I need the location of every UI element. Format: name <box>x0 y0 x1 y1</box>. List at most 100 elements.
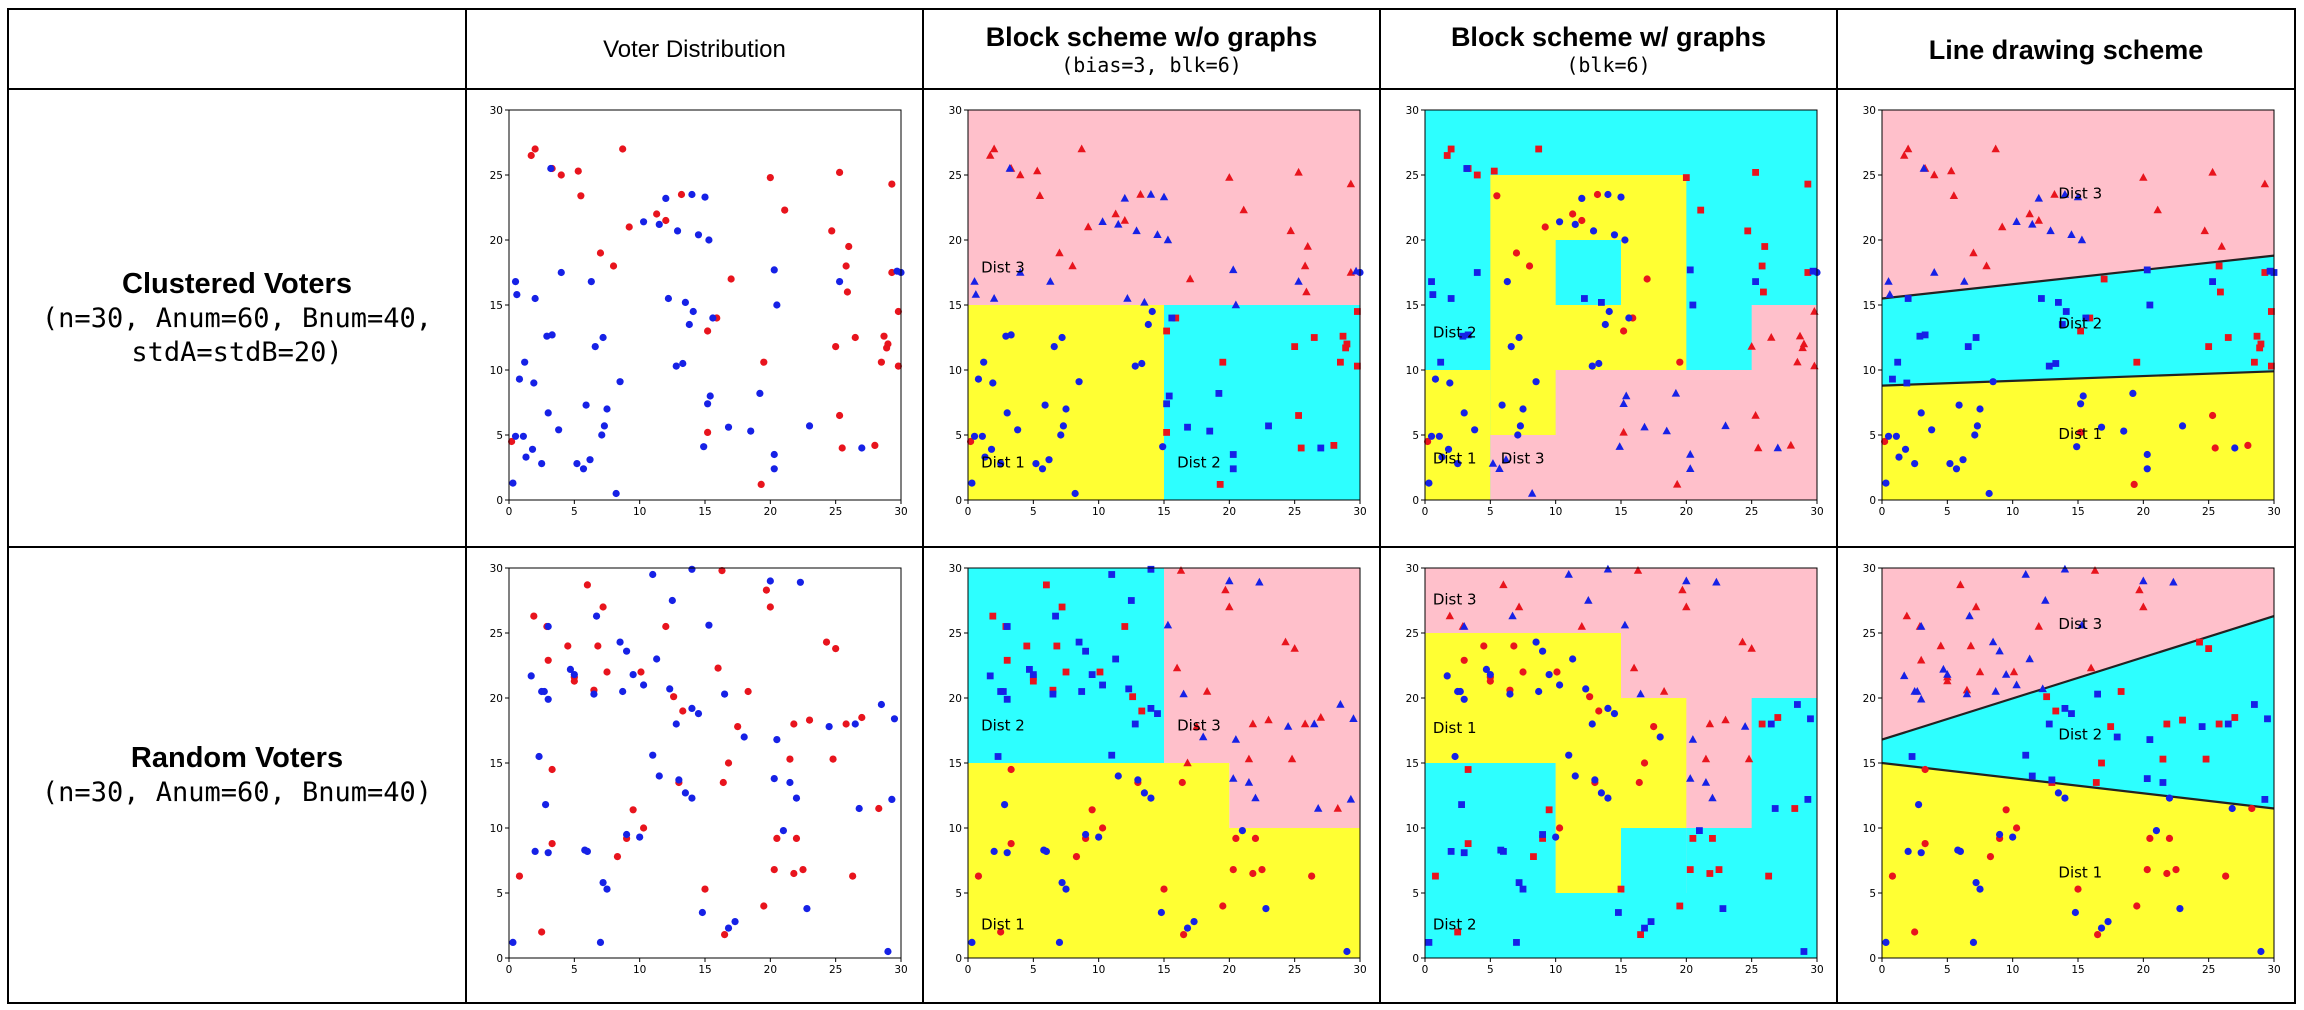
table-border-top <box>7 8 2296 10</box>
voter-point <box>2120 427 2128 435</box>
voter-point <box>1058 333 1066 342</box>
voter-point <box>835 168 844 176</box>
voter-point <box>805 716 814 724</box>
voter-point <box>2060 564 2070 573</box>
voter-point <box>1640 759 1649 767</box>
voter-point <box>828 227 836 235</box>
voter-point <box>1928 426 1936 434</box>
voter-point <box>1153 230 1162 238</box>
voter-point <box>1998 222 2007 231</box>
y-tick-label: 20 <box>1406 693 1419 705</box>
voter-point <box>803 905 811 913</box>
voter-point <box>1913 687 1922 695</box>
voter-point <box>616 378 624 386</box>
x-tick-label: 20 <box>1680 506 1693 518</box>
voter-point <box>2139 576 2148 585</box>
voter-point <box>1501 455 1511 463</box>
voter-point <box>2260 179 2270 188</box>
voter-point <box>2073 443 2081 451</box>
voter-point <box>997 928 1005 936</box>
voter-point <box>1127 597 1135 604</box>
voter-point <box>1747 342 1756 350</box>
voter-point <box>990 847 998 855</box>
x-tick-label: 30 <box>1353 506 1366 518</box>
voter-point <box>721 931 729 939</box>
voter-point <box>1882 479 1890 487</box>
x-tick-label: 30 <box>894 506 907 518</box>
voter-point <box>2266 267 2274 275</box>
voter-point <box>980 358 988 366</box>
voter-point <box>700 443 708 451</box>
x-tick-label: 0 <box>1422 506 1429 518</box>
voter-point <box>1771 805 1779 812</box>
voter-point <box>766 174 774 182</box>
voter-point <box>1708 793 1717 802</box>
x-tick-label: 0 <box>965 506 972 518</box>
voter-point <box>574 167 582 175</box>
voter-point <box>1715 866 1723 873</box>
y-tick-label: 10 <box>490 365 503 377</box>
voter-point <box>1229 866 1237 874</box>
voter-point <box>1995 646 2004 655</box>
voter-point <box>1971 602 1981 611</box>
voter-point <box>579 465 588 473</box>
voter-point <box>1178 778 1186 787</box>
voter-point <box>2009 833 2017 841</box>
y-tick-label: 20 <box>1863 235 1876 247</box>
voter-point <box>1147 705 1155 712</box>
voter-point <box>724 759 733 767</box>
voter-point <box>1454 460 1462 468</box>
voter-point <box>2104 918 2112 926</box>
voter-point <box>1121 623 1129 630</box>
voter-point <box>1676 358 1684 366</box>
x-tick-label: 25 <box>1288 964 1301 976</box>
district-region <box>1882 616 2274 809</box>
voter-point <box>1157 908 1165 917</box>
district-boundary-line <box>1881 370 2275 387</box>
voter-point <box>2251 358 2258 366</box>
voter-point <box>662 216 670 225</box>
voter-point <box>1317 444 1325 452</box>
voter-point <box>2208 411 2217 420</box>
voter-point <box>1095 833 1103 841</box>
voter-point <box>718 567 726 575</box>
voter-point <box>1134 776 1142 784</box>
y-tick-label: 30 <box>1863 563 1876 575</box>
voter-point <box>2257 340 2265 348</box>
voter-point <box>790 869 798 878</box>
voter-point <box>968 938 976 946</box>
voter-point <box>2034 193 2043 202</box>
voter-point <box>590 690 598 698</box>
voter-point <box>1619 427 1628 436</box>
voter-point <box>1460 849 1468 857</box>
voter-point <box>1088 671 1096 678</box>
voter-point <box>1429 291 1437 298</box>
district-region <box>1621 828 1687 893</box>
voter-point <box>706 392 714 400</box>
voter-point <box>1264 715 1273 724</box>
voter-point <box>592 612 601 620</box>
y-tick-label: 20 <box>949 235 962 247</box>
y-tick-label: 15 <box>1863 300 1876 312</box>
voter-point <box>1996 830 2004 839</box>
voter-point <box>2061 794 2069 802</box>
voter-point <box>1190 918 1198 926</box>
district-region <box>1490 305 1621 370</box>
voter-point <box>1438 453 1446 461</box>
y-tick-label: 0 <box>1412 495 1419 507</box>
voter-point <box>1283 722 1293 730</box>
voter-point <box>1794 701 1801 708</box>
voter-point <box>2205 645 2213 652</box>
voter-point <box>799 866 807 874</box>
voter-point <box>1000 801 1009 809</box>
voter-point <box>1192 722 1201 730</box>
voter-point <box>1701 778 1711 786</box>
voter-point <box>2215 720 2223 728</box>
district-region <box>1555 370 1817 435</box>
voter-point <box>1921 765 1929 774</box>
voter-point <box>2025 654 2034 663</box>
voter-point <box>1914 801 1923 809</box>
x-tick-label: 0 <box>965 964 972 976</box>
y-tick-label: 5 <box>1412 430 1419 442</box>
voter-point <box>1316 713 1325 721</box>
